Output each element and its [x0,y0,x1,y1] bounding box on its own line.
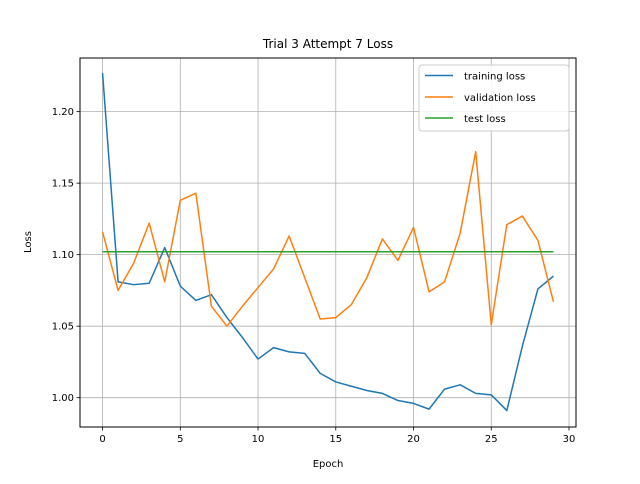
x-tick-label: 15 [329,434,342,445]
y-tick-label: 1.20 [52,107,74,118]
x-tick-label: 25 [485,434,498,445]
grid [80,58,576,427]
x-tick-label: 30 [563,434,576,445]
series-lines [101,72,555,412]
x-tick-label: 20 [407,434,420,445]
legend-label-test-loss: test loss [464,114,506,125]
y-tick-label: 1.05 [52,322,74,333]
legend-box [418,64,570,132]
x-tick-label: 0 [99,434,105,445]
x-axis-ticks: 0 5 10 15 20 25 30 [99,427,575,445]
x-axis-label: Epoch [313,459,344,470]
y-axis-ticks: 1.00 1.05 1.10 1.15 1.20 [52,107,80,404]
plot-frame [79,57,577,428]
chart-title: Trial 3 Attempt 7 Loss [262,37,393,51]
y-tick-label: 1.00 [52,393,74,404]
y-tick-label: 1.15 [52,179,74,190]
legend-label-training-loss: training loss [464,72,525,83]
legend: training loss validation loss test loss [418,64,570,132]
x-tick-label: 5 [177,434,183,445]
y-axis-label: Loss [23,231,34,253]
series-line-training-loss [101,72,554,412]
legend-label-validation-loss: validation loss [464,93,536,104]
x-tick-label: 10 [252,434,265,445]
y-tick-label: 1.10 [52,250,74,261]
series-line-validation-loss [101,150,555,327]
